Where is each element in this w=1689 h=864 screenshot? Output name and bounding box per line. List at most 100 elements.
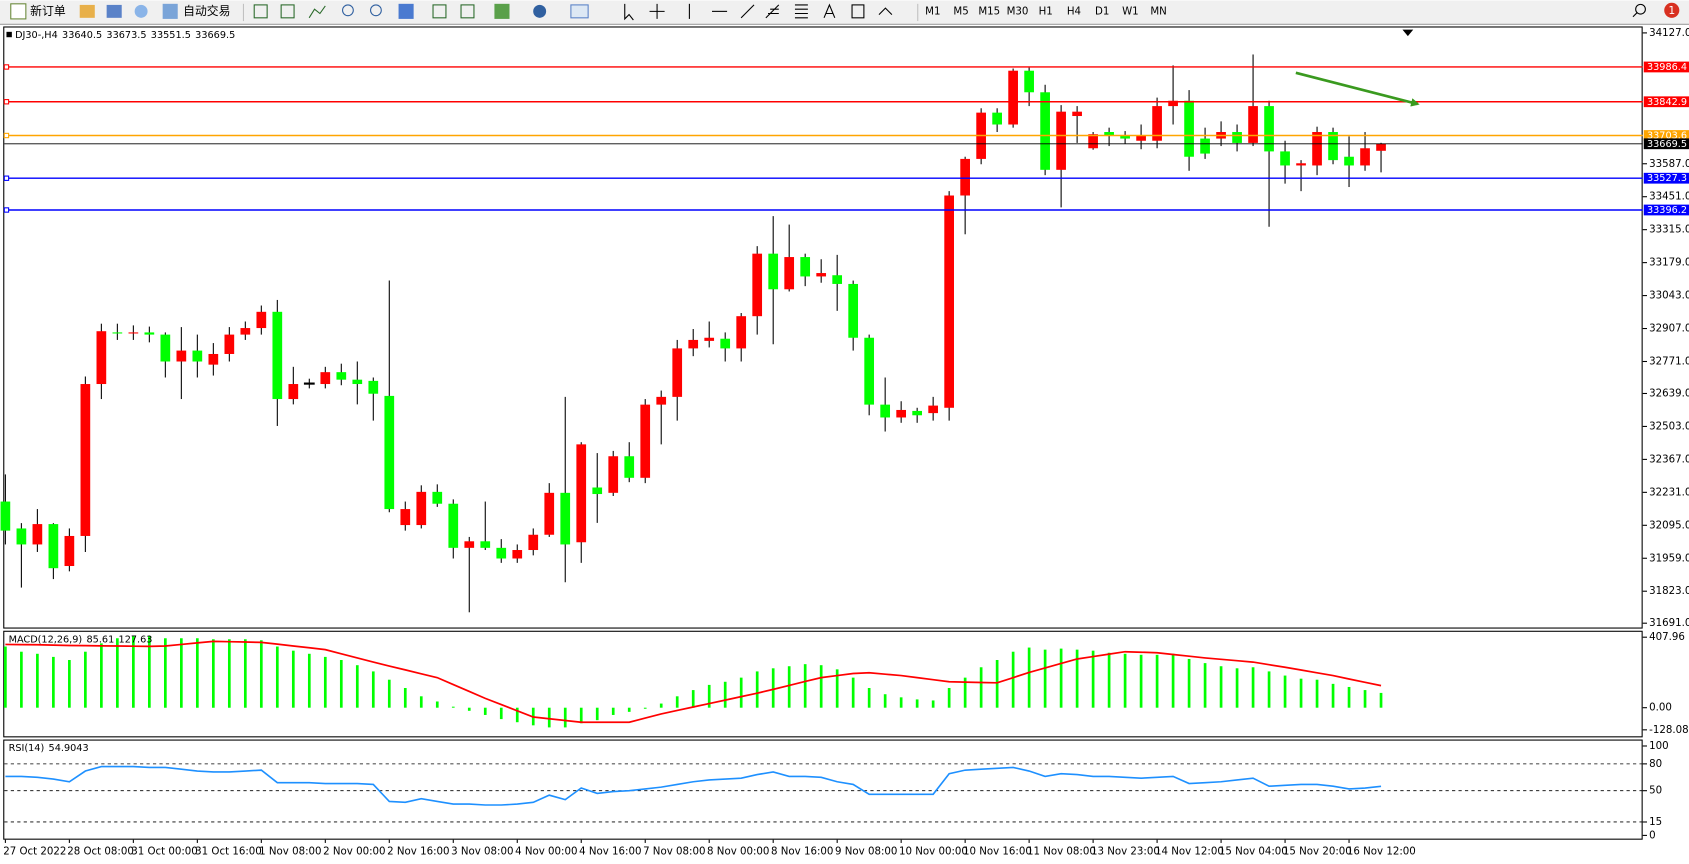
candle-body — [544, 492, 555, 535]
icon[interactable] — [533, 4, 547, 18]
candle-body — [816, 273, 827, 277]
new-order-icon[interactable] — [10, 3, 27, 20]
timeframe-button[interactable]: H4 — [1067, 6, 1081, 17]
cursor-icon[interactable] — [624, 3, 634, 21]
candle-body — [128, 332, 139, 334]
icon[interactable] — [460, 4, 475, 19]
x-tick-label: 15 Nov 20:00 — [1283, 847, 1352, 858]
new-order-button[interactable]: 新订单 — [30, 4, 66, 18]
x-tick-label: 9 Nov 08:00 — [835, 847, 897, 858]
zoom-in[interactable] — [342, 4, 354, 17]
symbol-title: DJ30-,H4 — [15, 30, 58, 41]
y-tick-label: 100 — [1649, 741, 1669, 752]
y-tick-label: 33043.0 — [1649, 291, 1689, 302]
icon[interactable] — [398, 3, 414, 19]
y-tick-label: 32639.0 — [1649, 388, 1689, 399]
candle-body — [320, 372, 331, 385]
y-tick-label: 32367.0 — [1649, 454, 1689, 465]
icon[interactable] — [308, 5, 326, 19]
icon[interactable] — [570, 4, 589, 19]
candle-body — [496, 547, 507, 559]
auto-trading-button[interactable]: 自动交易 — [183, 4, 230, 18]
candle-body — [32, 524, 43, 545]
timeframe-button[interactable]: H1 — [1039, 6, 1053, 17]
candle-body — [896, 409, 907, 418]
timeframe-button[interactable]: MN — [1150, 6, 1166, 17]
timeframe-button[interactable]: D1 — [1095, 6, 1109, 17]
x-tick-label: 2 Nov 00:00 — [323, 847, 385, 858]
trendline-icon[interactable] — [740, 4, 755, 19]
search-icon[interactable] — [1635, 3, 1646, 15]
candle-body — [192, 350, 203, 362]
candle-body — [528, 534, 539, 551]
icon[interactable] — [432, 4, 447, 19]
notification-badge[interactable] — [1664, 2, 1680, 18]
shapes-icon[interactable] — [878, 7, 893, 15]
text-icon[interactable] — [823, 3, 836, 19]
candle-body — [400, 509, 411, 526]
x-tick-label: 8 Nov 16:00 — [771, 847, 833, 858]
x-tick-label: 27 Oct 2022 — [3, 847, 66, 858]
candle-body — [272, 311, 283, 400]
timeframe-button[interactable]: W1 — [1122, 6, 1139, 17]
candle-body — [112, 332, 123, 334]
candle-body — [384, 395, 395, 510]
x-tick-label: 1 Nov 08:00 — [259, 847, 321, 858]
level-price-box — [1643, 96, 1689, 108]
candle-body — [288, 384, 299, 400]
candle-body — [368, 380, 379, 394]
x-tick-label: 3 Nov 08:00 — [451, 847, 513, 858]
candle-body — [1168, 100, 1178, 107]
candle-body — [464, 541, 475, 548]
candle-body — [848, 283, 859, 338]
icon[interactable] — [134, 4, 148, 18]
candle-body — [656, 396, 667, 405]
y-tick-label: 0 — [1649, 830, 1656, 841]
x-tick-label: 14 Nov 12:00 — [1155, 847, 1224, 858]
y-tick-label: 33587.0 — [1649, 159, 1689, 170]
timeframe-button[interactable]: M30 — [1007, 6, 1029, 17]
candle-body — [256, 311, 267, 329]
level-handle — [3, 99, 10, 105]
candle-body — [688, 339, 699, 349]
level-price-label: 33703.6 — [1647, 131, 1687, 142]
icon[interactable] — [280, 4, 295, 19]
level-price-box — [1643, 172, 1689, 184]
header-icon — [6, 31, 12, 38]
icon[interactable] — [106, 4, 122, 18]
icon[interactable] — [494, 3, 510, 19]
indicator-header: RSI(14) 54.9043 — [9, 743, 89, 754]
rsi-panel — [3, 739, 1643, 840]
x-tick-label: 16 Nov 12:00 — [1347, 847, 1416, 858]
crosshair-icon[interactable] — [649, 3, 665, 19]
x-tick-label: 10 Nov 16:00 — [963, 847, 1032, 858]
signal-line — [5, 640, 1382, 724]
timeframe-button[interactable]: M5 — [953, 6, 968, 17]
fibo-icon[interactable] — [794, 4, 808, 19]
icon[interactable] — [79, 4, 95, 18]
y-tick-label: 32231.0 — [1649, 487, 1689, 498]
candle-body — [416, 491, 427, 526]
level-handle — [3, 175, 10, 181]
timeframe-button[interactable]: M1 — [925, 6, 940, 17]
candle-body — [960, 158, 970, 196]
auto-trading-icon[interactable] — [162, 3, 178, 19]
level-price-label: 33396.2 — [1647, 205, 1687, 216]
x-tick-label: 13 Nov 23:00 — [1091, 847, 1160, 858]
channel-icon[interactable] — [765, 4, 780, 19]
candle-body — [176, 350, 187, 362]
x-tick-label: 28 Oct 08:00 — [67, 847, 134, 858]
indicator-readout: 85.61 — [87, 634, 115, 645]
candle-body — [800, 257, 811, 277]
label-icon[interactable] — [851, 4, 865, 19]
candle-body — [1136, 135, 1146, 141]
zoom-out[interactable] — [370, 4, 382, 17]
level-price-label: 33527.3 — [1647, 173, 1687, 184]
timeframe-button[interactable]: M15 — [978, 6, 1000, 17]
chart-header: DJ30-,H4 33640.5 33673.5 33551.5 33669.5 — [15, 30, 235, 41]
candle-body — [0, 501, 11, 531]
candle-body — [480, 541, 491, 548]
y-tick-label: 32771.0 — [1649, 356, 1689, 367]
candle-body — [1360, 148, 1370, 166]
icon[interactable] — [253, 4, 268, 19]
